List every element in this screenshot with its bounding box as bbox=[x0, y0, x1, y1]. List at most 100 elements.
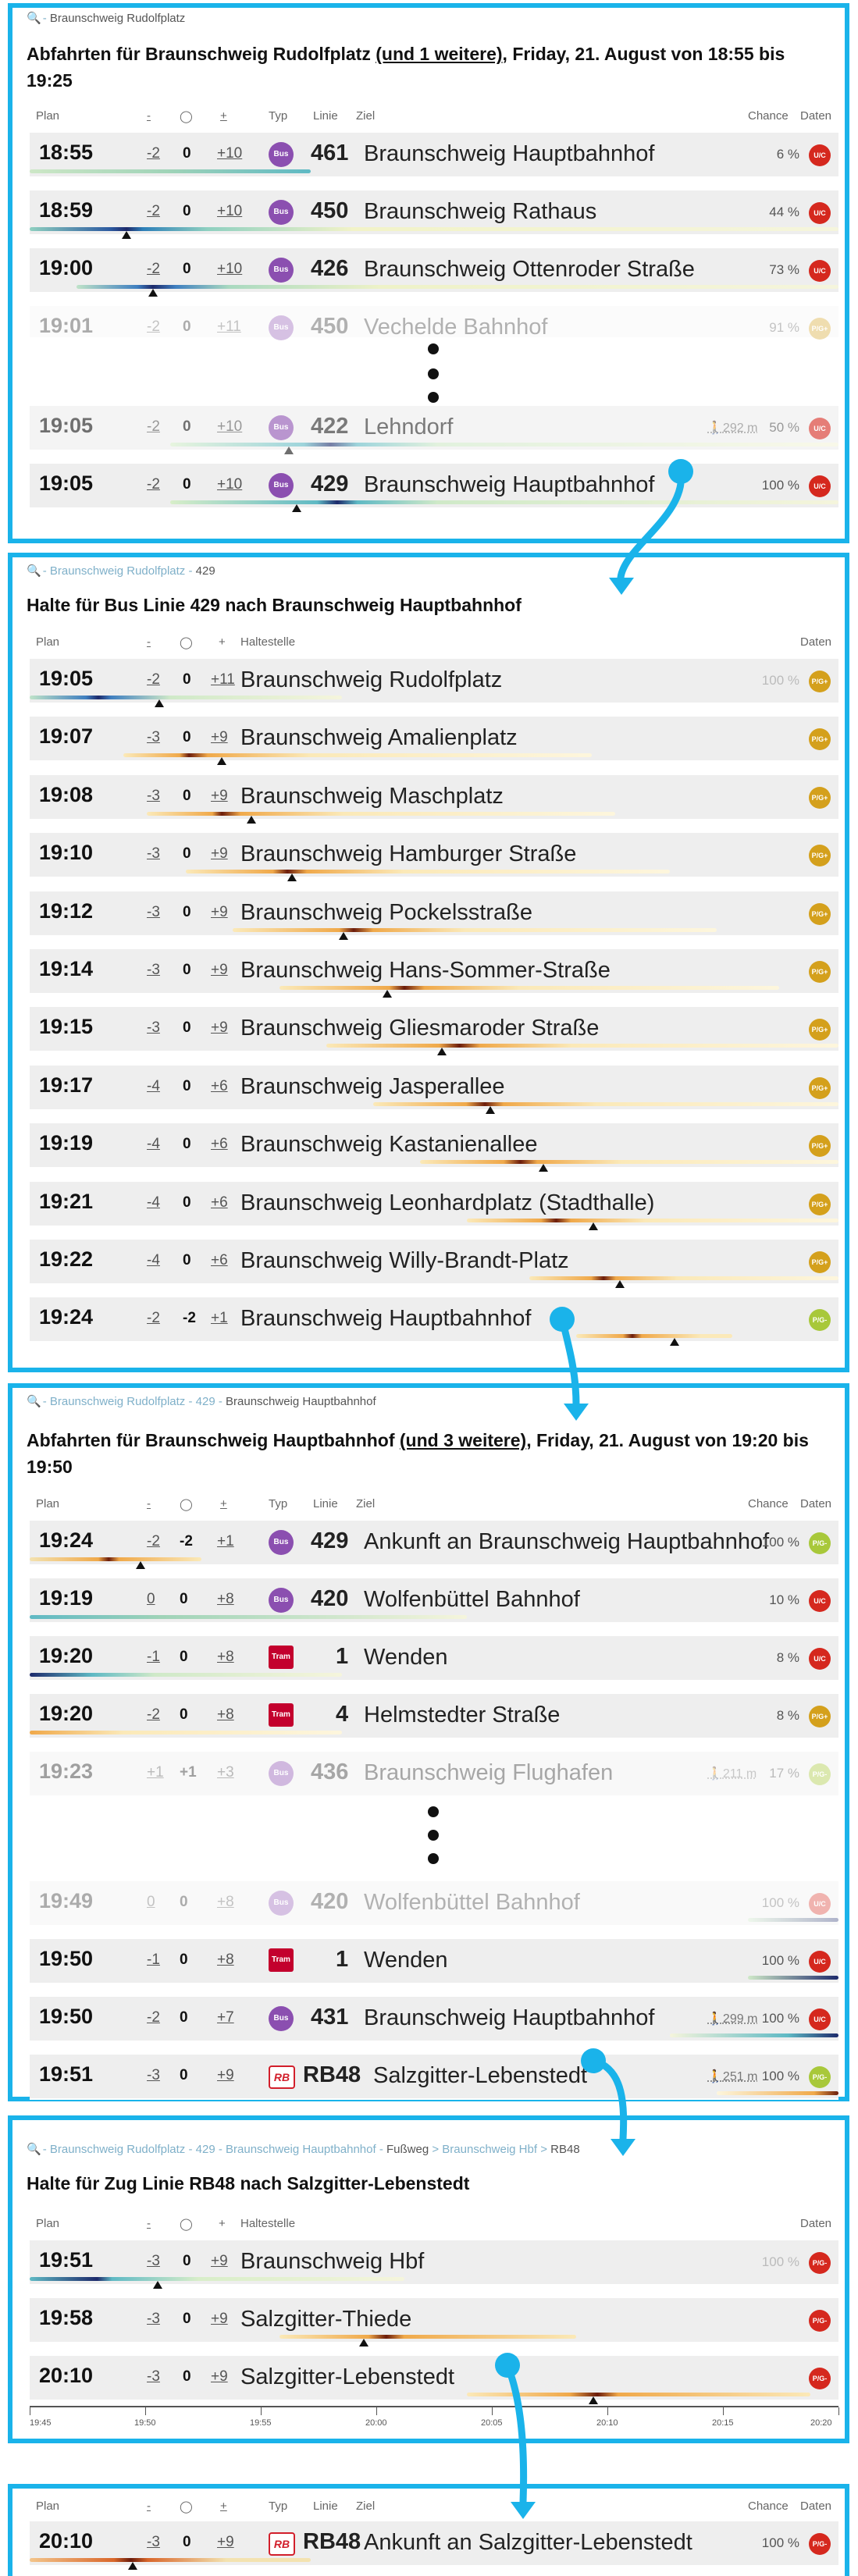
search-icon[interactable]: 🔍 bbox=[27, 1395, 41, 1408]
breadcrumb-item[interactable]: Braunschweig Hbf bbox=[442, 2143, 538, 2156]
col-zero[interactable]: ◯ bbox=[180, 110, 193, 123]
stop-row[interactable]: 19:05 -2 0 +11 Braunschweig Rudolfplatz 100 %… bbox=[30, 659, 838, 707]
data-quality-badge[interactable]: U/C bbox=[809, 1893, 831, 1915]
data-quality-badge[interactable]: P/G+ bbox=[809, 1019, 831, 1041]
col-zero[interactable]: ◯ bbox=[180, 2500, 193, 2514]
stop-name[interactable]: Braunschweig Kastanienallee bbox=[240, 1132, 538, 1158]
col-zero[interactable]: ◯ bbox=[180, 1498, 193, 1511]
departure-row[interactable]: 20:10 -3 0 +9 RB RB48 Ankunft an Salzgit… bbox=[30, 2521, 838, 2570]
data-quality-badge[interactable]: P/G- bbox=[809, 2252, 831, 2274]
col-zero[interactable]: ◯ bbox=[180, 2218, 193, 2231]
departure-row[interactable]: 18:55 -2 0 +10 Bus 461 Braunschweig Haup… bbox=[30, 133, 838, 178]
data-quality-badge[interactable]: P/G+ bbox=[809, 786, 831, 809]
data-quality-badge[interactable]: P/G- bbox=[809, 2368, 831, 2389]
departure-row[interactable]: 19:50 -1 0 +8 Tram 1 Wenden 100 % U/C bbox=[30, 1939, 838, 1984]
data-quality-badge[interactable]: P/G+ bbox=[809, 1076, 831, 1099]
data-quality-badge[interactable]: P/G+ bbox=[809, 845, 831, 867]
destination[interactable]: Braunschweig Ottenroder Straße bbox=[364, 257, 695, 282]
destination[interactable]: Wolfenbüttel Bahnhof bbox=[364, 1890, 580, 1915]
data-quality-badge[interactable]: P/G- bbox=[809, 2533, 831, 2555]
stop-name[interactable]: Salzgitter-Thiede bbox=[240, 2307, 412, 2332]
destination[interactable]: Braunschweig Hauptbahnhof bbox=[364, 2005, 655, 2030]
data-quality-badge[interactable]: U/C bbox=[809, 2008, 831, 2030]
destination[interactable]: Ankunft an Salzgitter-Lebenstedt bbox=[364, 2530, 692, 2555]
stop-name[interactable]: Braunschweig Amalienplatz bbox=[240, 725, 518, 751]
departure-row[interactable]: 19:01 -2 0 +11 Bus 450 Vechelde Bahnhof … bbox=[30, 306, 838, 340]
destination[interactable]: Helmstedter Straße bbox=[364, 1703, 561, 1727]
stop-name[interactable]: Braunschweig Rudolfplatz bbox=[240, 667, 503, 692]
col-plan[interactable]: Plan bbox=[36, 2500, 60, 2513]
breadcrumb-item[interactable]: Braunschweig Hauptbahnhof bbox=[226, 2143, 376, 2156]
destination[interactable]: Vechelde Bahnhof bbox=[364, 315, 548, 340]
stop-row[interactable]: 19:14 -3 0 +9 Braunschweig Hans-Sommer-Straß… bbox=[30, 949, 838, 998]
stop-row[interactable]: 19:24 -2 -2 +1 Braunschweig Hauptbahnhof P/G- bbox=[30, 1297, 838, 1347]
stop-name[interactable]: Braunschweig Hamburger Straße bbox=[240, 841, 577, 867]
more-stations-link[interactable]: (und 3 weitere) bbox=[399, 1430, 527, 1450]
departure-row[interactable]: 18:59 -2 0 +10 Bus 450 Braunschweig Rath… bbox=[30, 190, 838, 239]
data-quality-badge[interactable]: P/G+ bbox=[809, 318, 831, 340]
destination[interactable]: Salzgitter-Lebenstedt bbox=[373, 2063, 588, 2088]
data-quality-badge[interactable]: P/G+ bbox=[809, 1135, 831, 1158]
col-zero[interactable]: ◯ bbox=[180, 636, 193, 649]
stop-name[interactable]: Braunschweig Hans-Sommer-Straße bbox=[240, 958, 611, 983]
data-quality-badge[interactable]: P/G+ bbox=[809, 1193, 831, 1215]
breadcrumb-item[interactable]: 429 bbox=[195, 564, 215, 578]
destination[interactable]: Braunschweig Hauptbahnhof bbox=[364, 141, 655, 166]
data-quality-badge[interactable]: P/G- bbox=[809, 2066, 831, 2088]
breadcrumb-item[interactable]: 429 bbox=[195, 2143, 215, 2156]
departure-row[interactable]: 19:20 -1 0 +8 Tram 1 Wenden 8 % U/C bbox=[30, 1636, 838, 1681]
breadcrumb-item[interactable]: Braunschweig Rudolfplatz bbox=[49, 12, 186, 25]
stop-row[interactable]: 20:10 -3 0 +9 Salzgitter-Lebenstedt P/G- bbox=[30, 2356, 838, 2404]
stop-row[interactable]: 19:10 -3 0 +9 Braunschweig Hamburger Straße P… bbox=[30, 833, 838, 882]
data-quality-badge[interactable]: U/C bbox=[809, 144, 831, 166]
departure-row[interactable]: 19:49 0 0 +8 Bus 420 Wolfenbüttel Bahnhof 100 %… bbox=[30, 1881, 838, 1927]
breadcrumb-item[interactable]: Braunschweig Hauptbahnhof bbox=[226, 1395, 376, 1408]
data-quality-badge[interactable]: U/C bbox=[809, 202, 831, 224]
stop-row[interactable]: 19:21 -4 0 +6 Braunschweig Leonhardplatz (St… bbox=[30, 1181, 838, 1230]
more-stations-link[interactable]: (und 1 weitere) bbox=[376, 44, 503, 64]
search-icon[interactable]: 🔍 bbox=[27, 2143, 41, 2156]
destination[interactable]: Lehndorf bbox=[364, 415, 454, 439]
stop-row[interactable]: 19:07 -3 0 +9 Braunschweig Amalienplatz P/G+ bbox=[30, 717, 838, 766]
destination[interactable]: Wenden bbox=[364, 1645, 448, 1670]
col-minus[interactable]: - bbox=[147, 2217, 151, 2230]
departure-row[interactable]: 19:24 -2 -2 +1 Bus 429 Ankunft an Braunschweig… bbox=[30, 1521, 838, 1569]
search-icon[interactable]: 🔍 bbox=[27, 12, 41, 25]
breadcrumb-item[interactable]: RB48 bbox=[550, 2143, 580, 2156]
stop-name[interactable]: Braunschweig Hbf bbox=[240, 2249, 425, 2274]
breadcrumb-item[interactable]: Braunschweig Rudolfplatz bbox=[49, 2143, 186, 2156]
data-quality-badge[interactable]: P/G- bbox=[809, 1309, 831, 1332]
stop-row[interactable]: 19:51 -3 0 +9 Braunschweig Hbf 100 % P/G- bbox=[30, 2240, 838, 2289]
stop-row[interactable]: 19:12 -3 0 +9 Braunschweig Pockelsstraße P/G+ bbox=[30, 891, 838, 940]
departure-row[interactable]: 19:05 -2 0 +10 Bus 422 Lehndorf 🚶292 m 5… bbox=[30, 406, 838, 454]
data-quality-badge[interactable]: P/G- bbox=[809, 2310, 831, 2332]
stop-row[interactable]: 19:19 -4 0 +6 Braunschweig Kastanienallee P/G… bbox=[30, 1123, 838, 1172]
stop-name[interactable]: Braunschweig Leonhardplatz (Stadthalle) bbox=[240, 1190, 655, 1215]
destination[interactable]: Wenden bbox=[364, 1948, 448, 1973]
col-plan[interactable]: Plan bbox=[36, 109, 60, 123]
stop-row[interactable]: 19:17 -4 0 +6 Braunschweig Jasperallee P/G+ bbox=[30, 1065, 838, 1114]
breadcrumb-item[interactable]: 429 bbox=[195, 1395, 215, 1408]
data-quality-badge[interactable]: P/G+ bbox=[809, 1706, 831, 1727]
data-quality-badge[interactable]: P/G+ bbox=[809, 902, 831, 925]
data-quality-badge[interactable]: U/C bbox=[809, 475, 831, 497]
data-quality-badge[interactable]: U/C bbox=[809, 418, 831, 439]
data-quality-badge[interactable]: U/C bbox=[809, 1590, 831, 1612]
departure-row[interactable]: 19:51 -3 0 +9 RB RB48 Salzgitter-Lebenstedt 🚶25… bbox=[30, 2055, 838, 2100]
stop-name[interactable]: Braunschweig Gliesmaroder Straße bbox=[240, 1016, 600, 1041]
col-plus[interactable]: + bbox=[219, 2217, 226, 2230]
data-quality-badge[interactable]: U/C bbox=[809, 260, 831, 282]
data-quality-badge[interactable]: P/G+ bbox=[809, 671, 831, 692]
col-minus[interactable]: - bbox=[147, 2500, 151, 2513]
destination[interactable]: Braunschweig Flughafen bbox=[364, 1760, 614, 1785]
stop-name[interactable]: Braunschweig Maschplatz bbox=[240, 783, 504, 809]
destination[interactable]: Braunschweig Rathaus bbox=[364, 199, 597, 224]
stop-row[interactable]: 19:15 -3 0 +9 Braunschweig Gliesmaroder Stra… bbox=[30, 1007, 838, 1056]
stop-name[interactable]: Braunschweig Jasperallee bbox=[240, 1073, 505, 1099]
departure-row[interactable]: 19:50 -2 0 +7 Bus 431 Braunschweig Hauptbahnho… bbox=[30, 1997, 838, 2042]
col-plus[interactable]: + bbox=[220, 2500, 227, 2513]
col-plus[interactable]: + bbox=[219, 635, 226, 649]
destination[interactable]: Ankunft an Braunschweig Hauptbahnhof bbox=[364, 1529, 770, 1554]
col-plus[interactable]: + bbox=[220, 109, 227, 123]
col-plus[interactable]: + bbox=[220, 1497, 227, 1510]
